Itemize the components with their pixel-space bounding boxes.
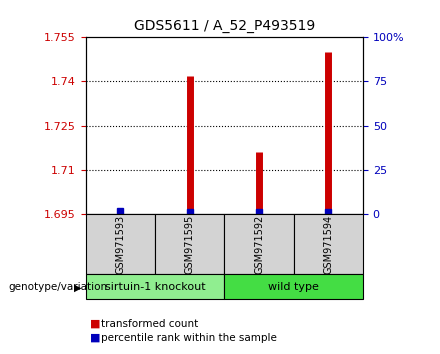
Bar (224, 274, 363, 299)
Text: ■: ■ (90, 333, 101, 343)
Text: GSM971592: GSM971592 (254, 215, 264, 274)
Text: sirtuin-1 knockout: sirtuin-1 knockout (105, 282, 205, 292)
Text: GSM971595: GSM971595 (185, 215, 195, 274)
Text: genotype/variation: genotype/variation (9, 282, 108, 292)
Bar (155, 214, 224, 274)
Text: transformed count: transformed count (101, 319, 198, 329)
Bar (86, 214, 155, 274)
Text: ▶: ▶ (74, 282, 81, 292)
Bar (86, 274, 224, 299)
Text: wild type: wild type (268, 282, 319, 292)
Title: GDS5611 / A_52_P493519: GDS5611 / A_52_P493519 (134, 19, 315, 33)
Text: ■: ■ (90, 319, 101, 329)
Text: GSM971594: GSM971594 (323, 215, 334, 274)
Text: percentile rank within the sample: percentile rank within the sample (101, 333, 277, 343)
Bar (224, 214, 294, 274)
Bar (294, 214, 363, 274)
Text: GSM971593: GSM971593 (115, 215, 125, 274)
